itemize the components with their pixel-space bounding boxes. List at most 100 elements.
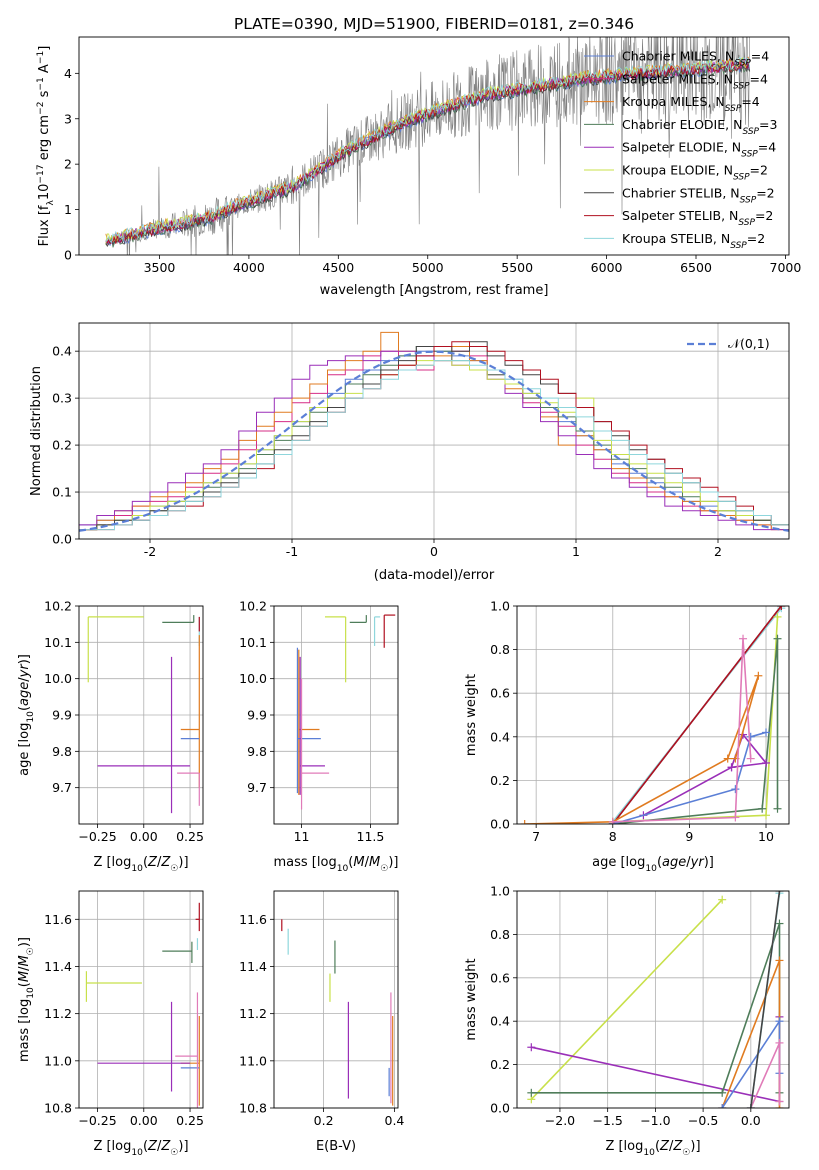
legend-label-main: Kroupa ELODIE, N (622, 163, 733, 178)
label-part: −2 (36, 102, 46, 115)
label-part: ( (143, 855, 148, 870)
axes-frame (273, 605, 399, 825)
weight-line-salpeter_stelib (612, 606, 782, 824)
label-part: −1 (36, 51, 46, 64)
x-tick-label: 11 (294, 829, 310, 844)
weight-line-chabrier_stelib (750, 891, 781, 1108)
legend-label-sub: SSP (738, 218, 755, 228)
y-tick-label: 11.4 (44, 959, 72, 974)
weight-lines (520, 606, 786, 824)
label-part: )] (388, 855, 398, 870)
label-part: 10 (37, 184, 52, 201)
y-tick-label: 0.1 (52, 485, 72, 500)
axes-frame (78, 605, 204, 825)
label-part: ( (655, 1139, 660, 1154)
label-part: Z (147, 855, 158, 870)
label-part: Z (659, 1139, 670, 1154)
x-tick-label: −1.0 (640, 1113, 670, 1128)
y-tick-label: 9.7 (52, 780, 72, 795)
label-part: )] (178, 855, 188, 870)
label-part: 10 (643, 1148, 655, 1158)
error-bars (87, 615, 200, 814)
y-tick-label: 9.8 (52, 744, 72, 759)
x-tick-label: 0.00 (130, 829, 158, 844)
model-line-salpeter_stelib (105, 58, 751, 245)
x-axis-label: mass [log10(M/M☉)] (274, 855, 399, 874)
label-part: / (17, 677, 32, 682)
y-tick-label: 9.7 (247, 780, 267, 795)
legend-label-sub: SSP (741, 150, 758, 160)
y-tick-label: 0.0 (52, 532, 72, 547)
label-part: age (17, 682, 32, 706)
legend-label-main: Kroupa MILES, N (622, 94, 725, 109)
label-part: ☉ (26, 947, 36, 955)
label-part: Z (147, 1139, 158, 1154)
x-tick-label: 6500 (680, 260, 712, 275)
legend-label-main: Chabrier MILES, N (622, 49, 734, 64)
x-tick-label: 0 (430, 544, 438, 559)
label-part: Z (160, 1139, 171, 1154)
legend-label-sub: SSP (734, 59, 751, 69)
label-part: Z [log (605, 1139, 643, 1154)
label-part: A (37, 64, 52, 77)
x-tick-label: 9 (685, 829, 693, 844)
label-part: mass [log (17, 999, 32, 1062)
x-axis-label: (data-model)/error (374, 568, 495, 583)
label-part: erg cm (37, 115, 52, 164)
weight-line-chabrier_miles (612, 731, 767, 824)
y-tick-label: 11.6 (239, 912, 267, 927)
y-tick-label: 0.0 (490, 817, 510, 832)
axes-frame (516, 605, 790, 825)
label-part: ( (17, 706, 32, 711)
y-tick-label: 10.1 (239, 635, 267, 650)
label-part: 10 (131, 1148, 143, 1158)
axes-frame (516, 890, 790, 1109)
y-tick-label: 0.2 (490, 773, 510, 788)
label-part: Z (160, 855, 171, 870)
x-tick-label: 8 (609, 829, 617, 844)
label-part: )] (17, 654, 32, 664)
legend-label-sub: SSP (742, 127, 759, 137)
axes-frame (78, 36, 790, 256)
hist-lines (79, 331, 789, 539)
label-part: ( (17, 982, 32, 987)
y-tick-label: 0.8 (490, 927, 510, 942)
x-tick-label: 5500 (501, 260, 533, 275)
legend-label: Kroupa MILES, NSSP=4 (622, 94, 760, 114)
label-part: ( (657, 855, 662, 870)
x-tick-label: 5000 (412, 260, 444, 275)
y-tick-label: 9.9 (52, 708, 72, 723)
y-tick-label: 10.0 (239, 671, 267, 686)
legend-label-sub: SSP (740, 195, 757, 205)
label-part: ☉ (170, 864, 178, 874)
y-axis-label: age [log10(age/yr)] (17, 654, 36, 776)
x-tick-label: −0.25 (78, 1113, 116, 1128)
label-part: ☉ (170, 1148, 178, 1158)
x-tick-label: -1 (286, 544, 298, 559)
label-part: / (157, 1139, 162, 1154)
label-part: mass [log (274, 855, 337, 870)
chart-residuals: -2 -1 0 1 2 0.0 0.1 0.2 0.3 0.4 𝒩(0,1) (data-model)… (29, 322, 790, 583)
y-tick-label: 10.2 (44, 599, 72, 614)
x-tick-label: −0.5 (688, 1113, 718, 1128)
legend-label-suffix: =3 (759, 117, 777, 132)
label-part: age [log (592, 855, 645, 870)
x-tick-label: 4500 (322, 260, 354, 275)
legend-label-sub: SSP (730, 241, 747, 251)
legend-label: Salpeter STELIB, NSSP=2 (622, 208, 773, 228)
legend-label-main: Salpeter STELIB, N (622, 208, 738, 223)
label-part: 10 (645, 864, 657, 874)
label-part: Z [log (93, 855, 131, 870)
x-tick-label: 10 (758, 829, 774, 844)
x-tick-label: 0.25 (176, 1113, 204, 1128)
histogram-kroupa_stelib (79, 360, 789, 539)
y-axis-label: mass [log10(M/M☉)] (17, 937, 36, 1062)
label-part: ☉ (682, 1148, 690, 1158)
x-axis-label: Z [log10(Z/Z☉)] (93, 855, 188, 874)
x-tick-label: 0.00 (130, 1113, 158, 1128)
legend-label-sub: SSP (733, 173, 750, 183)
label-part: M (17, 955, 32, 966)
